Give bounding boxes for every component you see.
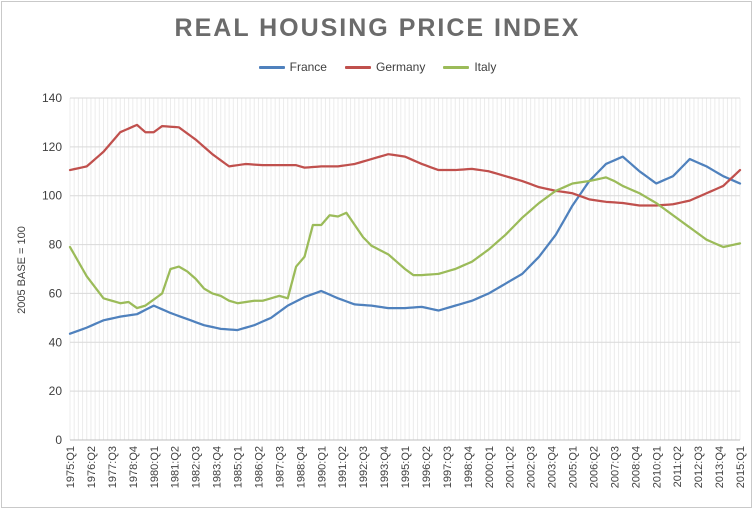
x-tick-label: 2006:Q2: [588, 446, 600, 488]
x-tick-label: 2008:Q4: [630, 446, 642, 488]
x-tick-label: 1986:Q2: [253, 446, 265, 488]
x-tick-label: 1991:Q2: [337, 446, 349, 488]
series-line-italy: [68, 176, 742, 310]
x-tick-label: 2010:Q1: [651, 446, 663, 488]
series-line-france: [68, 155, 742, 335]
y-tick-label: 100: [42, 189, 62, 203]
y-tick-label: 20: [49, 384, 63, 398]
y-tick-label: 120: [42, 140, 62, 154]
x-tick-label: 1990:Q1: [316, 446, 328, 488]
x-tick-label: 2007:Q3: [609, 446, 621, 488]
x-tick-label: 1995:Q1: [400, 446, 412, 488]
chart-title: REAL HOUSING PRICE INDEX: [174, 14, 581, 42]
x-tick-label: 1981:Q2: [170, 446, 182, 488]
legend-label-france: France: [289, 60, 327, 74]
legend-item-germany: Germany: [344, 60, 426, 74]
x-tick-label: 1977:Q3: [107, 446, 119, 488]
y-tick-label: 0: [55, 433, 62, 447]
chart-legend: France Germany Italy: [0, 60, 755, 74]
x-tick-label: 2011:Q2: [672, 446, 684, 487]
x-tick-label: 1992:Q3: [358, 446, 370, 488]
x-tick-label: 2015:Q1: [735, 446, 747, 488]
x-tick-label: 1987:Q3: [274, 446, 286, 488]
legend-label-italy: Italy: [474, 60, 497, 74]
legend-item-italy: Italy: [443, 60, 496, 74]
legend-swatch-italy: [443, 65, 470, 69]
x-tick-label: 1975:Q1: [65, 446, 77, 488]
x-tick-label: 2002:Q3: [526, 446, 538, 488]
x-tick-label: 2001:Q2: [505, 446, 517, 488]
x-tick-label: 2003:Q4: [547, 446, 559, 488]
x-tick-label: 2013:Q4: [714, 446, 726, 488]
x-tick-label: 1985:Q1: [233, 446, 245, 488]
y-tick-label: 40: [49, 335, 63, 349]
legend-swatch-france: [258, 65, 285, 69]
x-tick-label: 1988:Q4: [295, 446, 307, 488]
x-tick-label: 1998:Q4: [463, 446, 475, 488]
y-tick-label: 60: [49, 286, 63, 300]
x-tick-label: 1993:Q4: [379, 446, 391, 488]
x-tick-label: 1983:Q4: [212, 446, 224, 488]
x-tick-label: 1996:Q2: [421, 446, 433, 488]
legend-label-germany: Germany: [375, 60, 426, 74]
series-line-germany: [68, 123, 742, 207]
y-tick-label: 80: [49, 238, 63, 252]
x-tick-label: 2012:Q3: [693, 446, 705, 488]
x-tick-label: 1976:Q2: [86, 446, 98, 488]
x-tick-label: 1978:Q4: [128, 446, 140, 488]
x-tick-label: 2000:Q1: [484, 446, 496, 488]
y-tick-label: 140: [42, 91, 62, 105]
x-tick-label: 1982:Q3: [191, 446, 203, 488]
legend-swatch-germany: [344, 65, 371, 69]
x-tick-label: 1980:Q1: [149, 446, 161, 488]
legend-item-france: France: [258, 60, 327, 74]
x-tick-label: 2005:Q1: [568, 446, 580, 488]
x-tick-label: 1997:Q3: [442, 446, 454, 488]
